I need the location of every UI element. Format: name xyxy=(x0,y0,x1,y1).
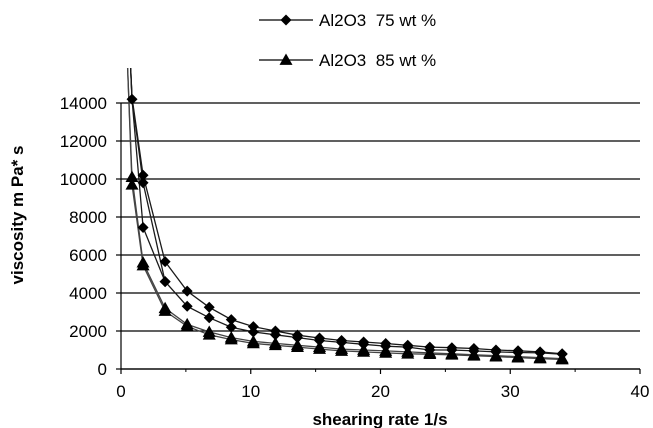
axes xyxy=(116,102,641,374)
series-75wt-point xyxy=(203,301,215,313)
y-tick-label: 8000 xyxy=(69,208,107,227)
x-axis-label: shearing rate 1/s xyxy=(312,410,447,428)
series-75wt-point xyxy=(269,329,281,341)
legend-85wt-marker xyxy=(279,53,293,65)
series-85wt-point xyxy=(246,336,260,349)
series-75wt-line-0 xyxy=(130,68,563,355)
series-85wt-line-1 xyxy=(126,68,563,361)
legend: Al2O3 75 wt % Al2O3 85 wt % xyxy=(259,11,436,70)
series-lines xyxy=(126,68,563,361)
series-75wt-point xyxy=(314,335,326,346)
series-75wt-point xyxy=(247,326,259,338)
series-85wt-point xyxy=(125,170,139,182)
series-85wt-point xyxy=(379,346,393,358)
series-75wt-point xyxy=(159,256,171,268)
series-85wt-point xyxy=(357,345,371,357)
series-75wt-point xyxy=(336,336,348,348)
series-85wt-point xyxy=(533,352,547,364)
grid-lines xyxy=(121,102,640,370)
y-tick-label: 0 xyxy=(98,360,107,379)
y-tick-label: 4000 xyxy=(69,284,107,303)
x-tick-label: 10 xyxy=(241,382,260,401)
series-85wt-point xyxy=(489,350,503,362)
series-75wt-point xyxy=(137,177,149,189)
series-85wt-point xyxy=(125,178,139,190)
series-85wt-point xyxy=(180,319,194,332)
x-tick-label: 0 xyxy=(116,382,125,401)
series-75wt-point xyxy=(203,312,215,324)
series-85wt-point xyxy=(335,344,349,356)
series-75wt-point xyxy=(291,332,303,344)
series-85wt-point xyxy=(268,338,282,351)
y-tick-labels: 0 2000 4000 6000 8000 10000 12000 14000 xyxy=(60,94,107,379)
series-markers xyxy=(125,93,569,365)
y-tick-label: 12000 xyxy=(60,132,107,151)
y-tick-label: 10000 xyxy=(60,170,107,189)
y-tick-label: 14000 xyxy=(60,94,107,113)
legend-75wt-label: Al2O3 75 wt % xyxy=(319,11,436,30)
series-75wt-point xyxy=(225,314,237,326)
series-75wt-line-2 xyxy=(129,68,166,282)
x-tick-label: 20 xyxy=(371,382,390,401)
series-85wt-point xyxy=(136,258,150,271)
series-85wt-point xyxy=(313,342,327,354)
series-75wt-point xyxy=(126,93,138,105)
y-tick-label: 6000 xyxy=(69,246,107,265)
series-85wt-point xyxy=(555,353,569,365)
y-tick-label: 2000 xyxy=(69,322,107,341)
series-85wt-point xyxy=(467,349,481,361)
x-tick-label: 30 xyxy=(501,382,520,401)
series-75wt-point xyxy=(137,169,149,181)
legend-75wt-marker xyxy=(280,14,292,26)
series-75wt-point xyxy=(159,276,171,288)
series-75wt-line-1 xyxy=(129,68,563,355)
series-85wt-point xyxy=(158,304,172,316)
y-axis-label: viscosity m Pa* s xyxy=(8,146,27,285)
series-75wt-point xyxy=(181,285,193,297)
series-85wt-point xyxy=(401,347,415,359)
series-75wt-point xyxy=(181,300,193,312)
series-75wt-point xyxy=(225,321,237,333)
series-85wt-point xyxy=(423,347,437,360)
series-85wt-point xyxy=(290,340,304,353)
series-75wt-point xyxy=(137,221,149,233)
series-85wt-point xyxy=(224,333,238,345)
series-85wt-point xyxy=(445,348,459,360)
series-85wt-point xyxy=(202,328,216,340)
x-tick-labels: 0 10 20 30 40 xyxy=(116,382,649,401)
legend-85wt-label: Al2O3 85 wt % xyxy=(319,51,436,70)
series-85wt-point xyxy=(511,351,525,363)
x-tick-label: 40 xyxy=(631,382,650,401)
series-85wt-line-0 xyxy=(126,68,563,360)
